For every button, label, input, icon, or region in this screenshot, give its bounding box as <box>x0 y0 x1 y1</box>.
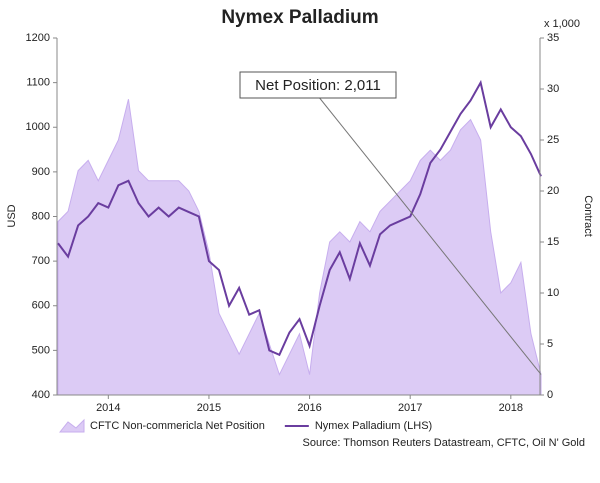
annotation-leader <box>317 95 542 375</box>
x-tick-label: 2018 <box>499 402 523 414</box>
annotation-box <box>239 71 397 99</box>
y-tick-label: 1100 <box>26 77 50 89</box>
y-tick-label: 700 <box>32 255 50 267</box>
y2-axis-label: Contract <box>582 195 594 237</box>
y-tick-label: 400 <box>32 389 50 401</box>
y2-tick-label: 10 <box>547 287 559 299</box>
legend-label: Nymex Palladium (LHS) <box>315 420 432 432</box>
y2-tick-label: 15 <box>547 236 559 248</box>
line <box>57 79 542 357</box>
y-tick-label: 1200 <box>26 32 50 44</box>
legend-swatch <box>58 418 85 433</box>
legend-label: CFTC Non-commericla Net Position <box>90 420 265 432</box>
y-tick-label: 600 <box>32 300 50 312</box>
x-tick-label: 2015 <box>197 402 221 414</box>
y-tick-label: 1000 <box>26 121 50 133</box>
y-tick-label: 900 <box>32 166 50 178</box>
y2-tick-label: 0 <box>547 389 553 401</box>
source: Source: Thomson Reuters Datastream, CFTC… <box>303 437 586 449</box>
y2-tick-label: 5 <box>547 338 553 350</box>
y2-multiplier: x 1,000 <box>544 18 580 30</box>
chart-title: Nymex Palladium <box>221 7 378 28</box>
y-tick-label: 800 <box>32 210 50 222</box>
x-tick-label: 2014 <box>96 402 120 414</box>
y-axis-label: USD <box>6 204 18 227</box>
area <box>57 99 542 396</box>
y2-tick-label: 35 <box>547 32 559 44</box>
y2-tick-label: 30 <box>547 83 559 95</box>
y2-tick-label: 20 <box>547 185 559 197</box>
annotation-text: Net Position: 2,011 <box>255 77 381 94</box>
x-tick-label: 2017 <box>398 402 422 414</box>
y-tick-label: 500 <box>32 344 50 356</box>
x-tick-label: 2016 <box>297 402 321 414</box>
y2-tick-label: 25 <box>547 134 559 146</box>
